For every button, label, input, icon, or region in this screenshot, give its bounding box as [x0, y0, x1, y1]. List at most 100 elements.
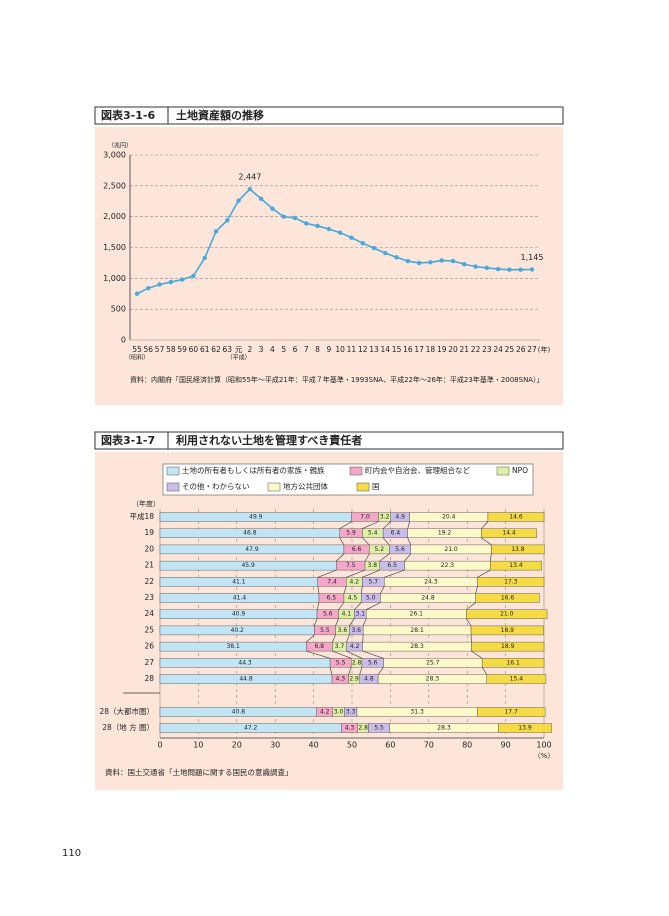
x-tick-label: 20 [448, 345, 458, 354]
data-label: 4.3 [336, 676, 346, 683]
connector [382, 521, 391, 529]
source-note: 資料：国土交通省「土地問題に関する国民の意識調査」 [105, 767, 293, 777]
data-point [326, 226, 332, 232]
data-label: 18.9 [501, 627, 515, 634]
connector [380, 586, 385, 594]
connector [471, 650, 483, 659]
data-label: 5.6 [368, 659, 378, 666]
x-tick-label: 15 [392, 345, 402, 354]
x-tick-label: 57 [155, 345, 165, 354]
connector [306, 650, 331, 659]
x-tick-label: 50 [347, 741, 357, 750]
connector [336, 553, 345, 562]
bar-segment [481, 658, 545, 668]
data-label: 5.7 [369, 578, 379, 585]
x-tick-label: 60 [385, 741, 395, 750]
data-label: 21.0 [500, 611, 514, 618]
data-label: 13.4 [509, 562, 523, 569]
data-label: 38.1 [226, 643, 240, 650]
x-tick-label: 61 [200, 345, 210, 354]
data-label: 47.2 [244, 725, 258, 732]
connector [481, 521, 489, 529]
x-tick-label: 12 [358, 345, 368, 354]
data-label: 22.3 [441, 562, 455, 569]
x-tick-label: 10 [193, 741, 203, 750]
data-point [473, 264, 478, 269]
x-tick-label: 26 [516, 345, 526, 354]
data-point [518, 267, 523, 272]
data-label: 24.8 [421, 595, 435, 602]
connector [346, 569, 366, 578]
x-axis-label: (年) [538, 345, 551, 354]
x-tick-label: 4 [270, 345, 275, 354]
data-point [270, 206, 275, 211]
data-point [236, 198, 241, 203]
legend-swatch [166, 482, 180, 492]
data-label: 13.8 [511, 546, 525, 553]
data-point [304, 221, 309, 226]
header-box [94, 106, 564, 125]
data-label: 28.3 [437, 725, 451, 732]
data-label: 3.1 [355, 611, 365, 618]
data-label: 3.8 [368, 562, 378, 569]
x-tick-label: 5 [281, 345, 286, 354]
y-tick-label: 0 [121, 336, 126, 345]
bar-segment [477, 577, 545, 587]
data-label: 4.1 [342, 611, 352, 618]
x-tick-label: 6 [293, 345, 298, 354]
x-tick-label: 16 [403, 345, 413, 354]
y-tick-label: 27 [144, 658, 154, 667]
x-tick-label: 10 [335, 345, 345, 354]
x-tick-label: 21 [460, 345, 470, 354]
data-point [315, 223, 320, 229]
data-label: 3.6 [351, 627, 361, 634]
data-label: 47.9 [245, 546, 259, 553]
data-point [191, 273, 196, 279]
data-point [247, 186, 253, 192]
legend-swatch [349, 466, 363, 476]
y-tick-label: 平成18 [129, 511, 154, 521]
data-label: 40.2 [231, 627, 245, 634]
bar-segment [475, 593, 540, 603]
data-point [360, 240, 365, 246]
connector [332, 650, 352, 659]
connector [489, 553, 492, 562]
x-tick-label: 100 [536, 741, 551, 750]
connector [362, 537, 370, 546]
bar-segment [466, 609, 548, 619]
connector [382, 537, 390, 546]
y-tick-label: 28（地 方 圏） [102, 722, 154, 732]
x-tick-label: 80 [462, 741, 472, 750]
bar-segment [491, 544, 545, 555]
data-label: 16.1 [506, 659, 520, 666]
x-tick-label: 60 [189, 345, 199, 354]
data-label: 31.3 [410, 709, 424, 716]
legend-swatch [356, 482, 370, 492]
connector [348, 667, 352, 675]
y-tick-label: 28（大都市圏） [99, 706, 154, 716]
legend-label: 国 [372, 482, 380, 491]
connector [346, 634, 350, 643]
x-tick-label: 3 [259, 345, 264, 354]
data-label: 45.9 [241, 562, 255, 569]
y-axis-label: （年度） [132, 499, 160, 508]
connector [360, 586, 363, 594]
data-label: 15.4 [510, 676, 524, 683]
legend-swatch [166, 466, 180, 476]
x-tick-label: 23 [482, 345, 492, 354]
data-point [405, 258, 411, 264]
bar-segment [470, 625, 544, 636]
data-label: 40.8 [232, 709, 246, 716]
data-label: 7.5 [346, 562, 356, 569]
connector [349, 618, 355, 627]
data-label: 1,145 [521, 253, 544, 262]
y-tick-label: 25 [144, 625, 154, 634]
data-label: 17.3 [504, 578, 518, 585]
bar-segment [471, 641, 545, 652]
x-tick-label: 63 [223, 345, 233, 354]
x-tick-label: 11 [347, 345, 357, 354]
data-label: 6.8 [315, 643, 325, 650]
legend-label: その他・わからない [182, 481, 250, 491]
y-tick-label: 19 [144, 528, 154, 537]
connector [306, 634, 315, 643]
